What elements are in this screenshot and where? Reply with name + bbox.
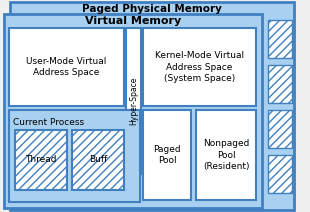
Text: User-Mode Virtual
Address Space: User-Mode Virtual Address Space (26, 57, 107, 77)
Bar (4, 14, 262, 208)
Text: Paged Physical Memory: Paged Physical Memory (82, 4, 222, 14)
Text: Kernel-Mode Virtual
Address Space
(System Space): Kernel-Mode Virtual Address Space (Syste… (155, 51, 244, 83)
Bar (72, 130, 124, 190)
Bar (196, 110, 256, 200)
Text: Paged
Pool: Paged Pool (153, 145, 181, 165)
Bar (15, 130, 67, 190)
Bar (143, 110, 191, 200)
Bar (268, 65, 292, 103)
Bar (268, 20, 292, 58)
Bar (9, 110, 140, 202)
Text: Buff: Buff (89, 155, 107, 165)
Bar (9, 28, 124, 106)
Bar (126, 28, 141, 174)
Text: Nonpaged
Pool
(Resident): Nonpaged Pool (Resident) (203, 139, 249, 171)
Text: Current Process: Current Process (13, 118, 84, 127)
Text: Thread: Thread (25, 155, 57, 165)
Bar (143, 28, 256, 106)
Bar (268, 110, 292, 148)
Bar (16, 8, 294, 210)
Bar (268, 155, 292, 193)
Text: Virtual Memory: Virtual Memory (85, 15, 181, 25)
Text: Hyper-Space: Hyper-Space (129, 77, 138, 125)
